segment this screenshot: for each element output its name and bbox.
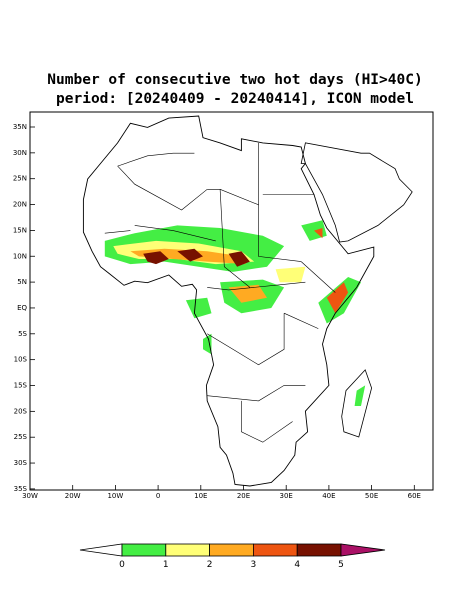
colorbar-label: 2: [207, 560, 213, 570]
lat-label: 10N: [13, 252, 27, 260]
madagascar: [341, 369, 373, 438]
lat-label: 35N: [13, 123, 27, 131]
border: [134, 225, 216, 242]
hot-area: [228, 251, 250, 267]
border: [207, 385, 306, 402]
border: [207, 313, 285, 366]
lon-label: 30W: [22, 492, 38, 500]
hot-area: [326, 282, 349, 314]
africa-outline: [82, 115, 375, 487]
lon-label: 60E: [408, 492, 421, 500]
border: [207, 281, 306, 291]
colorbar-label: 4: [294, 560, 300, 570]
hot-area: [177, 248, 203, 262]
lat-label: 30S: [14, 459, 28, 467]
colorbar-box: [252, 543, 298, 557]
lat-label: 15N: [13, 226, 27, 234]
lon-label: 0: [156, 492, 160, 500]
colorbar-box: [296, 543, 342, 557]
lon-label: 40E: [322, 492, 335, 500]
border: [283, 312, 319, 329]
border: [219, 189, 251, 288]
lon-label: 10W: [107, 492, 123, 500]
hot-area: [314, 228, 323, 239]
lat-label: EQ: [17, 304, 27, 312]
border: [117, 165, 208, 211]
border: [117, 152, 195, 167]
lat-label: 30N: [13, 149, 27, 157]
colorbar-label: 5: [338, 560, 344, 570]
lat-label: 35S: [14, 485, 28, 493]
border: [300, 261, 336, 293]
lat-label: 15S: [14, 382, 28, 390]
lat-label: 25S: [14, 433, 28, 441]
title: Number of consecutive two hot days (HI>4…: [47, 72, 422, 88]
subtitle: period: [20240409 - 20240414], ICON mode…: [56, 91, 414, 107]
colorbar: 0 1 2 3 4 5: [79, 543, 386, 570]
colorbar-label: 1: [163, 560, 169, 570]
colorbar-high: [340, 543, 386, 557]
hot-area: [354, 385, 366, 406]
hot-area: [203, 333, 212, 355]
colorbar-label: 0: [119, 560, 125, 570]
lon-label: 30E: [280, 492, 293, 500]
lon-label: 20W: [65, 492, 81, 500]
colorbar-box: [121, 543, 167, 557]
lat-label: 5S: [18, 330, 27, 338]
arabia: [300, 142, 413, 243]
lat-label: 20S: [14, 407, 28, 415]
map: [29, 111, 434, 491]
border: [258, 204, 302, 262]
lat-label: 10S: [14, 356, 28, 364]
border: [241, 400, 293, 443]
lat-label: 20N: [13, 201, 27, 209]
border: [207, 142, 259, 206]
hot-area: [275, 266, 306, 283]
lat-label: 5N: [17, 278, 27, 286]
hot-area: [143, 251, 169, 265]
colorbar-low: [79, 543, 123, 557]
colorbar-box: [165, 543, 211, 557]
lon-label: 20E: [237, 492, 250, 500]
hot-area: [228, 284, 267, 303]
colorbar-box: [209, 543, 254, 557]
border: [104, 230, 131, 234]
colorbar-label: 3: [251, 560, 257, 570]
lon-label: 50E: [365, 492, 378, 500]
hot-area: [185, 297, 212, 319]
lat-label: 25N: [13, 175, 27, 183]
lon-label: 10E: [194, 492, 207, 500]
